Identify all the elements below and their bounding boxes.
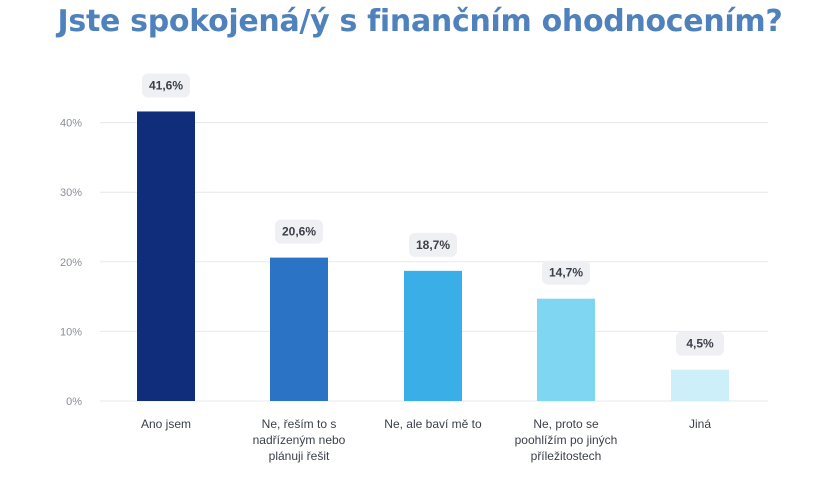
data-labels: 41,6% 20,6% 18,7% 14,7% 4,5% bbox=[142, 73, 724, 356]
chart-title: Jste spokojená/ý s finančním ohodnocením… bbox=[57, 4, 783, 39]
data-label-bg bbox=[275, 219, 323, 244]
data-label: 20,6% bbox=[275, 219, 323, 244]
data-label-text: 18,7% bbox=[416, 238, 450, 252]
data-label-bg bbox=[409, 232, 457, 257]
y-tick-label: 20% bbox=[60, 257, 82, 269]
bars bbox=[137, 111, 729, 402]
bar bbox=[404, 270, 462, 401]
data-label-bg bbox=[676, 331, 724, 356]
data-label-text: 4,5% bbox=[686, 337, 714, 351]
category-label: Jiná bbox=[689, 417, 711, 431]
data-label-bg bbox=[142, 73, 190, 98]
category-label: příležitostech bbox=[531, 449, 602, 463]
category-label: Ne, proto se bbox=[533, 417, 599, 431]
category-labels: Ano jsem Ne, řeším to s nadřízeným nebo plá… bbox=[141, 417, 711, 463]
category-label: nadřízeným nebo bbox=[253, 433, 346, 447]
data-label: 18,7% bbox=[409, 232, 457, 257]
y-tick-label: 30% bbox=[60, 187, 82, 199]
category-label: Ne, ale baví mě to bbox=[384, 417, 482, 431]
data-label-bg bbox=[542, 260, 590, 285]
data-label-text: 41,6% bbox=[149, 78, 183, 92]
y-tick-label: 40% bbox=[60, 118, 82, 130]
data-label: 14,7% bbox=[542, 260, 590, 285]
category-label: Ano jsem bbox=[141, 417, 191, 431]
data-label-text: 14,7% bbox=[549, 266, 583, 280]
bar bbox=[137, 111, 195, 402]
category-label: poohlížím po jiných bbox=[515, 433, 618, 447]
category-label: Ne, řeším to s bbox=[262, 417, 337, 431]
y-tick-label: 10% bbox=[60, 326, 82, 338]
y-tick-label: 0% bbox=[66, 396, 82, 408]
category-label: plánuji řešit bbox=[269, 449, 330, 463]
bar bbox=[671, 369, 729, 401]
data-label-text: 20,6% bbox=[282, 225, 316, 239]
data-label: 41,6% bbox=[142, 73, 190, 98]
data-label: 4,5% bbox=[676, 331, 724, 356]
bar bbox=[537, 298, 595, 401]
y-axis-ticks: 0% 10% 20% 30% 40% bbox=[60, 118, 82, 408]
bar bbox=[270, 257, 328, 401]
